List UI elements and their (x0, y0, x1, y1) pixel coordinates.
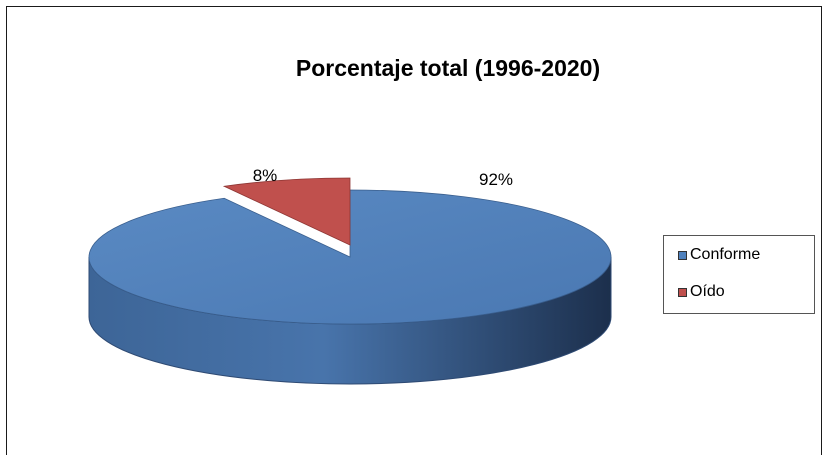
data-label-conforme: 92% (479, 170, 513, 189)
data-label-oido: 8% (253, 166, 278, 185)
pie-chart: Porcentaje total (1996-2020) 92% 8% (88, 55, 612, 385)
pie-slice-conforme (88, 189, 612, 325)
legend-swatch-conforme (678, 250, 687, 260)
legend-label-conforme: Conforme (690, 246, 761, 263)
pie-slice-oido (222, 177, 351, 246)
legend-item-oido: Oído (678, 282, 725, 302)
chart-title: Porcentaje total (1996-2020) (296, 55, 600, 81)
legend-item-conforme: Conforme (678, 245, 760, 265)
legend-label-oido: Oído (690, 283, 725, 300)
legend: Conforme Oído (663, 235, 815, 314)
legend-swatch-oido (678, 287, 687, 297)
pie-group (88, 177, 612, 385)
chart-area: Porcentaje total (1996-2020) 92% 8% Conf… (6, 6, 822, 455)
